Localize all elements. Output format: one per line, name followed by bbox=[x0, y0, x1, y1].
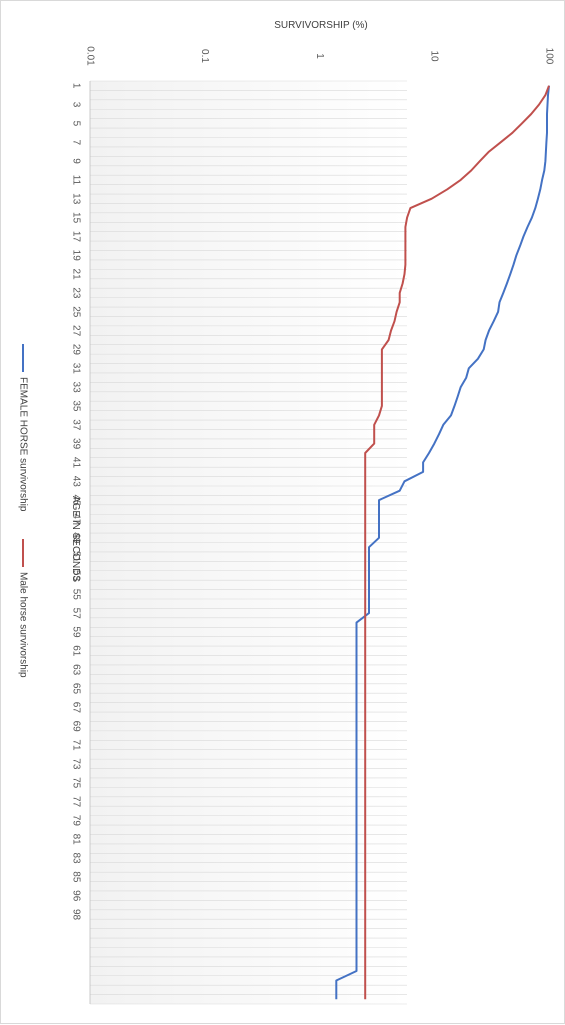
legend-label: Male horse survivorship bbox=[17, 572, 28, 678]
x-tick-label: 73 bbox=[70, 758, 81, 770]
x-tick-label: 69 bbox=[70, 721, 81, 733]
x-tick-label: 9 bbox=[70, 158, 81, 164]
x-tick-label: 5 bbox=[70, 121, 81, 127]
x-tick-label: 37 bbox=[70, 419, 81, 431]
x-tick-label: 55 bbox=[70, 589, 81, 601]
legend-label: FEMALE HORSE survivorship bbox=[17, 377, 28, 512]
male-survivorship-line bbox=[364, 85, 550, 1000]
y-tick-label: 1 bbox=[314, 53, 325, 59]
x-axis-tick-labels: 1357911131517192123252729313335373941434… bbox=[70, 83, 81, 921]
x-tick-label: 15 bbox=[70, 212, 81, 224]
x-tick-label: 71 bbox=[70, 739, 81, 751]
y-tick-label: 0.01 bbox=[84, 46, 95, 66]
x-tick-label: 85 bbox=[70, 871, 81, 883]
x-tick-label: 25 bbox=[70, 306, 81, 318]
x-tick-label: 65 bbox=[70, 683, 81, 695]
x-tick-label: 75 bbox=[70, 777, 81, 789]
gridlines bbox=[89, 80, 407, 1005]
x-tick-label: 29 bbox=[70, 344, 81, 356]
y-tick-label: 100 bbox=[543, 48, 554, 65]
x-tick-label: 51 bbox=[70, 551, 81, 563]
x-tick-label: 59 bbox=[70, 626, 81, 638]
legend: FEMALE HORSE survivorship Male horse surv… bbox=[17, 344, 28, 678]
x-tick-label: 98 bbox=[70, 909, 81, 921]
x-tick-label: 81 bbox=[70, 834, 81, 846]
x-tick-label: 53 bbox=[70, 570, 81, 582]
x-tick-label: 77 bbox=[70, 796, 81, 808]
x-tick-label: 43 bbox=[70, 476, 81, 488]
x-tick-label: 27 bbox=[70, 325, 81, 337]
x-tick-label: 1 bbox=[70, 83, 81, 89]
x-tick-label: 31 bbox=[70, 363, 81, 375]
x-tick-label: 3 bbox=[70, 102, 81, 108]
x-tick-label: 61 bbox=[70, 645, 81, 657]
x-tick-label: 49 bbox=[70, 532, 81, 544]
x-tick-label: 33 bbox=[70, 382, 81, 394]
x-tick-label: 57 bbox=[70, 608, 81, 620]
series-lines bbox=[335, 85, 550, 1000]
x-tick-label: 7 bbox=[70, 139, 81, 145]
y-tick-label: 10 bbox=[429, 50, 440, 62]
x-axis-title: AGE IN SECONDS bbox=[70, 496, 81, 582]
x-tick-label: 83 bbox=[70, 852, 81, 864]
x-tick-label: 45 bbox=[70, 495, 81, 507]
x-tick-label: 19 bbox=[70, 250, 81, 262]
x-tick-label: 96 bbox=[70, 890, 81, 902]
x-tick-label: 41 bbox=[70, 457, 81, 469]
x-tick-label: 67 bbox=[70, 702, 81, 714]
y-axis-title: SURVIVORSHIP (%) bbox=[274, 20, 368, 31]
x-tick-label: 23 bbox=[70, 287, 81, 299]
x-tick-label: 11 bbox=[70, 175, 81, 186]
female-survivorship-line bbox=[335, 85, 550, 1000]
x-tick-label: 17 bbox=[70, 231, 81, 243]
x-tick-label: 79 bbox=[70, 815, 81, 827]
x-tick-label: 39 bbox=[70, 438, 81, 450]
x-tick-label: 13 bbox=[70, 193, 81, 205]
y-tick-label: 0.1 bbox=[199, 49, 210, 63]
x-tick-label: 47 bbox=[70, 513, 81, 525]
x-tick-label: 35 bbox=[70, 400, 81, 412]
y-axis-tick-labels: 0.01 0.1 1 10 100 bbox=[84, 46, 554, 66]
x-tick-label: 21 bbox=[70, 269, 81, 281]
x-tick-label: 63 bbox=[70, 664, 81, 676]
